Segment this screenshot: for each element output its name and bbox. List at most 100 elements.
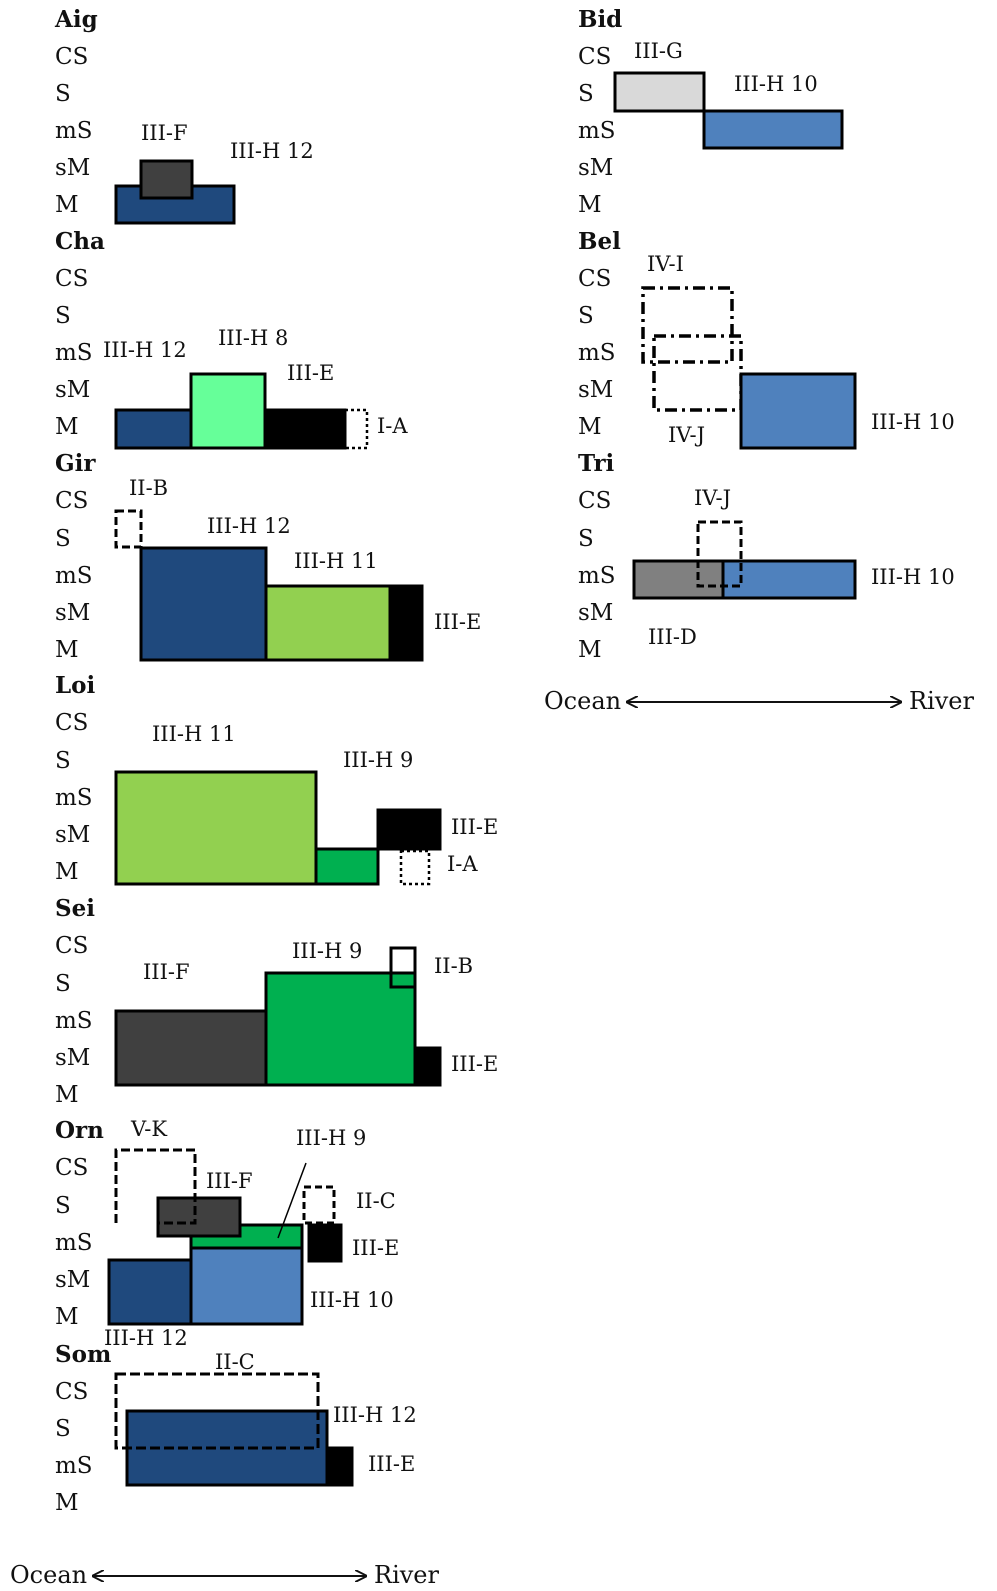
axis-river-label: River — [374, 1561, 440, 1589]
level-cs: CS — [578, 266, 611, 292]
label-ii-b: II-B — [129, 476, 168, 500]
level-s: S — [55, 526, 71, 552]
level-m: M — [55, 414, 79, 440]
level-m: M — [578, 637, 602, 663]
level-m: M — [578, 414, 602, 440]
level-ms: mS — [55, 563, 93, 589]
label-ii-c: II-C — [356, 1189, 396, 1213]
unit-iii-h9 — [314, 847, 380, 886]
label-iv-i: IV-I — [647, 252, 684, 276]
panel-gir: Gir CS S mS sM M II-B III-H 12 III-H 11 … — [55, 450, 481, 663]
unit-iii-f — [139, 159, 194, 200]
level-sm: sM — [55, 822, 90, 848]
label-i-a: I-A — [377, 414, 408, 438]
unit-iii-h12 — [107, 1258, 193, 1326]
unit-ii-c — [114, 1372, 320, 1450]
level-m: M — [55, 637, 79, 663]
unit-iii-e — [376, 808, 442, 851]
leader-line — [277, 1162, 307, 1239]
level-cs: CS — [55, 710, 88, 736]
unit-iv-j — [696, 520, 743, 588]
panel-bel: Bel CS S mS sM M IV-I IV-J III-H 10 — [578, 228, 955, 450]
label-iii-h8: III-H 8 — [218, 326, 288, 350]
label-iii-e: III-E — [434, 610, 481, 634]
label-iv-j: IV-J — [668, 423, 705, 447]
level-ms: mS — [578, 340, 616, 366]
unit-iii-h10 — [702, 109, 844, 150]
level-m: M — [578, 192, 602, 218]
level-ms: mS — [55, 785, 93, 811]
site-label: Aig — [54, 6, 98, 33]
label-iii-e: III-E — [352, 1236, 399, 1260]
label-iii-h12: III-H 12 — [103, 338, 187, 362]
site-label: Loi — [55, 672, 96, 699]
level-m: M — [55, 1082, 79, 1108]
label-iii-e: III-E — [368, 1452, 415, 1476]
level-s: S — [578, 81, 594, 107]
level-cs: CS — [55, 44, 88, 70]
level-cs: CS — [55, 1379, 88, 1405]
site-label: Gir — [55, 450, 96, 477]
level-ms: mS — [55, 340, 93, 366]
level-cs: CS — [578, 44, 611, 70]
unit-iii-e — [413, 1046, 442, 1087]
level-sm: sM — [55, 600, 90, 626]
label-iii-h9: III-H 9 — [292, 939, 362, 963]
level-m: M — [55, 192, 79, 218]
unit-ii-b — [389, 946, 417, 989]
label-iii-e: III-E — [287, 361, 334, 385]
level-sm: sM — [55, 377, 90, 403]
panel-cha: Cha CS S mS sM M III-H 12 III-H 8 III-E … — [55, 228, 408, 450]
unit-i-a — [343, 408, 369, 450]
unit-iii-h10 — [189, 1246, 304, 1326]
level-m: M — [55, 1304, 79, 1330]
unit-iii-f — [114, 1009, 268, 1087]
panel-orn: Orn CS S mS sM M V-K III-F III-H 9 II-C … — [55, 1117, 399, 1350]
level-ms: mS — [55, 1008, 93, 1034]
level-ms: mS — [578, 563, 616, 589]
level-sm: sM — [578, 377, 613, 403]
label-iii-h12: III-H 12 — [104, 1326, 188, 1350]
label-iii-h9: III-H 9 — [296, 1126, 366, 1150]
label-iii-h11: III-H 11 — [152, 722, 236, 746]
panel-tri: Tri CS S mS sM M IV-J III-H 10 III-D — [578, 450, 955, 663]
label-iii-h10: III-H 10 — [871, 410, 955, 434]
axis-ocean-label: Ocean — [544, 687, 621, 715]
level-s: S — [578, 303, 594, 329]
level-sm: sM — [55, 155, 90, 181]
level-m: M — [55, 1490, 79, 1516]
unit-iii-f — [156, 1196, 242, 1238]
unit-iii-e — [325, 1446, 354, 1487]
level-s: S — [55, 81, 71, 107]
unit-iii-h11 — [264, 584, 392, 662]
unit-iii-d — [632, 559, 725, 600]
label-ii-c: II-C — [215, 1350, 255, 1374]
label-iii-h10: III-H 10 — [734, 72, 818, 96]
level-s: S — [55, 1193, 71, 1219]
label-iii-f: III-F — [143, 960, 190, 984]
unit-iii-h10 — [739, 372, 857, 450]
panel-som: Som CS S mS M II-C III-H 12 III-E — [55, 1341, 417, 1516]
site-label: Bel — [578, 228, 621, 255]
level-sm: sM — [578, 155, 613, 181]
site-label: Bid — [578, 6, 622, 33]
label-iii-e: III-E — [451, 1052, 498, 1076]
level-ms: mS — [55, 118, 93, 144]
level-sm: sM — [55, 1045, 90, 1071]
panel-loi: Loi CS S mS sM M III-H 11 III-H 9 III-E … — [55, 672, 498, 886]
axis-ocean-river-right: Ocean River — [544, 687, 975, 715]
unit-i-a — [399, 849, 431, 886]
unit-iii-e — [263, 408, 347, 450]
label-iii-h12: III-H 12 — [207, 514, 291, 538]
label-iv-j: IV-J — [694, 486, 731, 510]
level-s: S — [55, 971, 71, 997]
label-iii-d: III-D — [648, 625, 697, 649]
level-ms: mS — [55, 1453, 93, 1479]
label-iii-h10: III-H 10 — [871, 565, 955, 589]
label-i-a: I-A — [447, 852, 478, 876]
level-m: M — [55, 859, 79, 885]
level-ms: mS — [55, 1230, 93, 1256]
panel-aig: Aig CS S mS sM M III-F III-H 12 — [54, 6, 314, 225]
unit-iii-e — [388, 584, 424, 662]
